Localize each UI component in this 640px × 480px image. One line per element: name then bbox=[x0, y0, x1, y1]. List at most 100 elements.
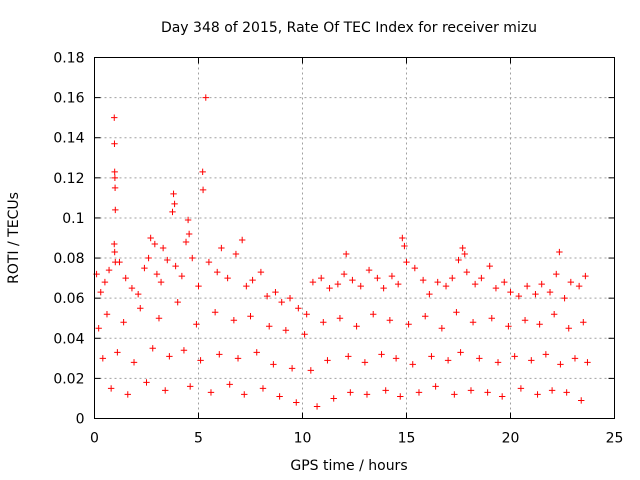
data-point bbox=[147, 234, 154, 242]
data-point bbox=[505, 323, 512, 330]
y-tick-label: 0.12 bbox=[53, 171, 84, 187]
data-point bbox=[392, 355, 400, 362]
data-points bbox=[93, 94, 591, 410]
data-point bbox=[211, 309, 219, 316]
x-tick-label: 0 bbox=[90, 431, 99, 447]
data-point bbox=[307, 367, 315, 374]
y-tick-label: 0.08 bbox=[53, 251, 84, 267]
data-point bbox=[99, 355, 107, 362]
data-point bbox=[182, 238, 190, 246]
data-point bbox=[232, 250, 240, 258]
data-point bbox=[171, 200, 178, 208]
y-tick-label: 0.02 bbox=[53, 371, 84, 387]
data-point bbox=[486, 262, 493, 270]
data-point bbox=[195, 282, 202, 290]
data-point bbox=[580, 319, 587, 326]
data-point bbox=[149, 345, 156, 352]
data-point bbox=[415, 389, 423, 396]
data-point bbox=[170, 190, 177, 198]
data-point bbox=[494, 359, 502, 366]
data-point bbox=[199, 168, 206, 176]
data-point bbox=[397, 393, 404, 400]
data-point bbox=[511, 353, 518, 360]
data-point bbox=[401, 242, 408, 250]
data-point bbox=[370, 311, 377, 318]
data-point bbox=[226, 381, 233, 388]
data-point bbox=[95, 325, 102, 332]
data-point bbox=[263, 292, 271, 300]
data-point bbox=[103, 311, 111, 318]
data-point bbox=[349, 276, 356, 284]
data-point bbox=[130, 359, 138, 366]
data-point bbox=[363, 391, 371, 398]
data-point bbox=[471, 280, 479, 288]
data-point bbox=[230, 317, 238, 324]
data-point bbox=[184, 216, 192, 224]
data-point bbox=[517, 385, 525, 392]
data-point bbox=[563, 389, 570, 396]
data-point bbox=[403, 258, 410, 266]
data-point bbox=[492, 284, 500, 292]
data-point bbox=[532, 290, 539, 298]
x-tick-label: 15 bbox=[398, 431, 416, 447]
y-axis-label: ROTI / TECUs bbox=[6, 192, 22, 284]
data-point bbox=[336, 315, 344, 322]
data-point bbox=[111, 140, 118, 147]
chart-title: Day 348 of 2015, Rate Of TEC Index for r… bbox=[161, 20, 537, 36]
data-point bbox=[153, 270, 161, 278]
data-point bbox=[309, 278, 317, 286]
data-point bbox=[111, 174, 119, 182]
data-point bbox=[484, 389, 491, 396]
data-point bbox=[107, 385, 115, 392]
data-point bbox=[234, 355, 242, 362]
data-point bbox=[172, 262, 179, 270]
data-point bbox=[207, 389, 215, 396]
data-point bbox=[301, 331, 308, 338]
y-tick-label: 0.18 bbox=[53, 51, 84, 67]
data-point bbox=[374, 274, 381, 282]
data-point bbox=[180, 347, 188, 354]
data-point bbox=[463, 268, 471, 276]
data-point bbox=[193, 321, 200, 328]
grid-lines bbox=[94, 57, 615, 419]
data-point bbox=[114, 349, 121, 356]
data-point bbox=[205, 258, 213, 266]
data-point bbox=[111, 184, 119, 192]
x-tick-label: 25 bbox=[606, 431, 624, 447]
data-point bbox=[249, 276, 256, 284]
data-point bbox=[224, 274, 231, 282]
data-point bbox=[411, 264, 419, 272]
data-point bbox=[295, 304, 302, 312]
data-point bbox=[174, 298, 181, 306]
data-point bbox=[253, 349, 260, 356]
data-point bbox=[178, 272, 186, 280]
data-point bbox=[202, 94, 209, 101]
data-point bbox=[318, 274, 325, 282]
data-point bbox=[553, 270, 560, 278]
data-point bbox=[122, 274, 129, 282]
data-point bbox=[143, 379, 150, 386]
data-point bbox=[270, 361, 277, 368]
data-point bbox=[164, 256, 171, 264]
x-axis-label: GPS time / hours bbox=[290, 458, 407, 474]
data-point bbox=[567, 278, 575, 286]
data-point bbox=[476, 355, 483, 362]
data-point bbox=[124, 391, 131, 398]
data-point bbox=[515, 292, 523, 300]
data-point bbox=[243, 282, 250, 290]
data-point bbox=[365, 266, 373, 274]
axis-ticks: 0 0.02 0.04 0.06 0.08 0.1 0.12 0.14 0.16 0.18 0 5 10… bbox=[53, 51, 623, 447]
y-tick-label: 0 bbox=[76, 412, 85, 428]
data-point bbox=[380, 284, 387, 292]
data-point bbox=[469, 319, 477, 326]
data-point bbox=[276, 393, 283, 400]
data-point bbox=[185, 230, 193, 238]
data-point bbox=[330, 395, 337, 402]
data-point bbox=[101, 278, 109, 286]
data-point bbox=[550, 311, 558, 318]
data-point bbox=[326, 284, 333, 292]
data-point bbox=[542, 351, 550, 358]
data-point bbox=[214, 268, 221, 276]
data-point bbox=[534, 391, 541, 398]
data-point bbox=[216, 351, 223, 358]
